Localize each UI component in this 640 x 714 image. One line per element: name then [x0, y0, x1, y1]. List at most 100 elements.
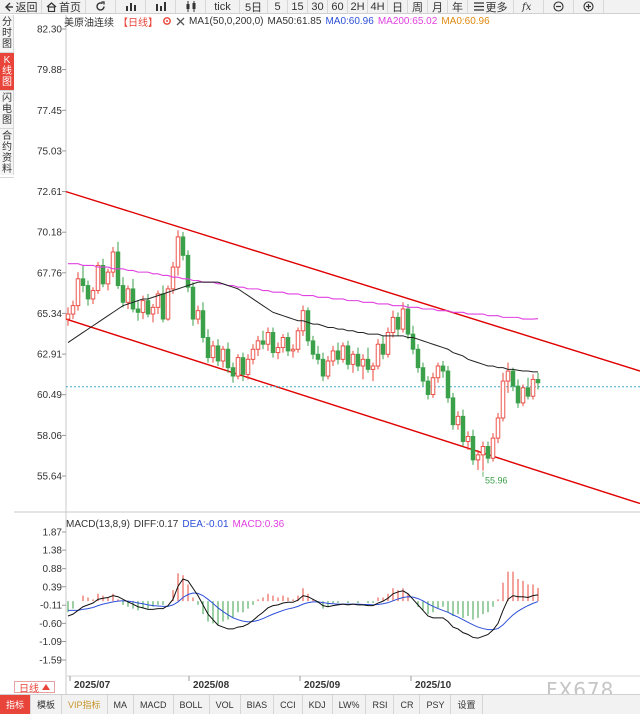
indicator-tab-cr[interactable]: CR: [394, 695, 421, 714]
svg-text:fx: fx: [521, 2, 532, 12]
toolbar-item-日[interactable]: 日: [388, 0, 408, 13]
toolbar-item-label: 5日: [244, 1, 263, 14]
y-tick-label: 82.30: [37, 25, 62, 36]
toolbar-item-周[interactable]: 周: [408, 0, 428, 13]
indicator-tab-bias[interactable]: BIAS: [241, 695, 275, 714]
back-icon: [4, 2, 14, 12]
candle-body: [150, 306, 156, 315]
candle-body: [95, 264, 101, 292]
toolbar-item-30[interactable]: 30: [308, 0, 328, 13]
macd-tick-label: -1.09: [39, 637, 62, 648]
settings-gear-icon[interactable]: [162, 16, 172, 26]
top-toolbar: 返回 首页 tick 5日 5 15 30 60 2H 4H 日周月年 更多 fx: [0, 0, 640, 14]
toolbar-item-label: 4H: [370, 0, 385, 13]
indicator-tab-设置[interactable]: 设置: [451, 695, 483, 714]
indicator-tab-cci[interactable]: CCI: [274, 695, 303, 714]
toolbar-item-zoom-in-icon[interactable]: [574, 0, 604, 13]
candle-body: [425, 380, 431, 395]
toolbar-item-bar-chart-icon[interactable]: [116, 0, 146, 13]
toolbar-item-4H[interactable]: 4H: [368, 0, 388, 13]
candle-body: [85, 285, 91, 300]
toolbar-item-candlestick-icon[interactable]: [176, 0, 206, 13]
toolbar-item-label: 月: [432, 1, 443, 14]
low-annotation: 55.96: [485, 476, 508, 486]
y-tick-label: 79.88: [37, 65, 62, 76]
macd-tick-label: 1.87: [43, 528, 63, 539]
legend-ma50: MA50:61.85: [267, 15, 322, 27]
toolbar-item-5[interactable]: 5: [268, 0, 288, 13]
candle-body: [515, 385, 521, 404]
candle-body: [65, 313, 71, 320]
indicator-tab-lw%[interactable]: LW%: [333, 695, 367, 714]
candle-body: [160, 293, 166, 320]
indicator-tab-vip指标[interactable]: VIP指标: [62, 695, 108, 714]
chart-type-sidebar: 分时图 K线图 闪电图 合约资料: [0, 15, 14, 178]
legend-ma0-b: MA0:60.96: [441, 15, 490, 27]
toolbar-item-label: tick: [214, 0, 231, 13]
candle-body: [510, 370, 516, 387]
candle-body: [195, 310, 201, 320]
menu-icon: [473, 2, 484, 11]
candle-body: [70, 305, 76, 315]
candle-body: [335, 350, 341, 360]
candle-body: [155, 293, 161, 308]
indicator-tab-boll[interactable]: BOLL: [174, 695, 210, 714]
sidebar-item-1[interactable]: K线图: [0, 53, 14, 91]
toolbar-item-60[interactable]: 60: [328, 0, 348, 13]
refresh-icon: [95, 1, 106, 12]
indicator-tab-rsi[interactable]: RSI: [366, 695, 395, 714]
period-badge-label: 日线: [19, 683, 39, 695]
candle-body: [465, 435, 471, 442]
toolbar-item-返回[interactable]: 返回: [0, 0, 42, 14]
toolbar-item-5日[interactable]: 5日: [240, 0, 268, 14]
sidebar-item-3[interactable]: 合约资料: [0, 129, 14, 178]
indicator-tab-vol[interactable]: VOL: [210, 695, 241, 714]
channel-upper-line: [65, 190, 640, 372]
candle-body: [110, 251, 116, 273]
macd-legend: MACD(13,8,9) DIFF:0.17 DEA:-0.01 MACD:0.…: [66, 518, 284, 530]
indicator-tab-模板[interactable]: 模板: [31, 695, 63, 714]
sidebar-item-0[interactable]: 分时图: [0, 15, 14, 53]
candle-body: [225, 348, 231, 369]
toolbar-item-tick[interactable]: tick: [206, 0, 240, 13]
period-badge[interactable]: 日线: [14, 681, 55, 695]
toolbar-item-bar-chart-alt-icon[interactable]: [146, 0, 176, 13]
indicator-tab-psy[interactable]: PSY: [420, 695, 452, 714]
indicator-tab-kdj[interactable]: KDJ: [303, 695, 333, 714]
candle-body: [415, 348, 421, 369]
toolbar-item-2H[interactable]: 2H: [348, 0, 368, 13]
candle-body: [125, 288, 131, 303]
macd-legend-diff: DIFF:0.17: [133, 518, 179, 530]
macd-legend-name: MACD(13,8,9): [66, 518, 130, 530]
candle-body: [255, 340, 261, 350]
candle-body: [290, 348, 296, 352]
toolbar-item-首页[interactable]: 首页: [42, 0, 86, 13]
candle-body: [380, 343, 386, 355]
toolbar-item-label: 返回: [15, 1, 38, 14]
candle-body: [445, 370, 451, 399]
close-icon[interactable]: [176, 17, 185, 26]
indicator-tab-ma[interactable]: MA: [108, 695, 135, 714]
legend-ma200: MA200:65.02: [377, 15, 438, 27]
candle-body: [420, 367, 426, 382]
toolbar-item-更多[interactable]: 更多: [468, 0, 514, 13]
candle-body: [180, 236, 186, 256]
sidebar-item-2[interactable]: 闪电图: [0, 91, 14, 129]
toolbar-item-15[interactable]: 15: [288, 0, 308, 13]
indicator-tab-macd[interactable]: MACD: [134, 695, 174, 714]
macd-tick-label: -0.60: [39, 619, 62, 630]
toolbar-item-zoom-out-icon[interactable]: [544, 0, 574, 13]
toolbar-item-年[interactable]: 年: [448, 0, 468, 13]
kline-chart[interactable]: 82.30 79.88 77.45 75.03 72.61 70.18 67.76 65.34…: [0, 0, 640, 694]
indicator-tab-指标[interactable]: 指标: [0, 695, 32, 714]
caret-up-icon: [42, 684, 50, 690]
candle-body: [475, 454, 481, 461]
macd-legend-dea: DEA:-0.01: [182, 518, 229, 530]
y-tick-label: 60.49: [37, 390, 62, 401]
dea-line: [68, 592, 539, 631]
candle-body: [440, 365, 446, 372]
toolbar-item-月[interactable]: 月: [428, 0, 448, 14]
toolbar-item-refresh-icon[interactable]: [86, 0, 116, 13]
candle-body: [130, 288, 136, 310]
toolbar-item-fx-icon[interactable]: fx: [514, 0, 544, 13]
